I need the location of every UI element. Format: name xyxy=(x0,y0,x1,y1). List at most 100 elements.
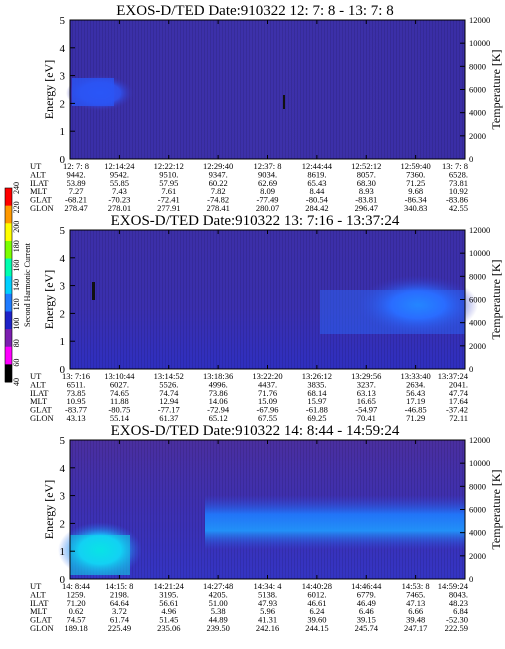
table-cell: 6027. xyxy=(110,379,129,389)
y2tick-label: 2000 xyxy=(469,341,486,351)
ylabel2: Temperature [K] xyxy=(489,259,503,339)
table-cell: 296.47 xyxy=(355,203,378,213)
table-row-label: UT xyxy=(30,581,42,591)
table-cell: 53.89 xyxy=(66,178,85,188)
colorbar: 40 60 80 100 120 140 160 180 200 220 240 Second Har… xyxy=(4,182,32,386)
table-cell: 13: 7:16 xyxy=(62,371,90,381)
table-cell: 67.55 xyxy=(258,413,277,423)
panel1-title: EXOS-D/TED Date:910322 12: 7: 8 - 13: 7:… xyxy=(116,3,393,19)
table-cell: 14:46:44 xyxy=(351,581,382,591)
table-cell: 2634. xyxy=(406,379,425,389)
panel1 xyxy=(66,19,466,160)
table-cell: 44.89 xyxy=(209,615,228,625)
table-cell: 3237. xyxy=(357,379,376,389)
ytick-label: 3 xyxy=(60,71,66,83)
table-cell: 6528. xyxy=(449,169,468,179)
y2tick-label: 8000 xyxy=(469,61,486,71)
table-cell: -83.86 xyxy=(446,195,468,205)
table-row-label: MLT xyxy=(30,186,48,196)
table-cell: 2198. xyxy=(110,589,129,599)
table-cell: 5138. xyxy=(258,589,277,599)
table-cell: 5526. xyxy=(159,379,178,389)
table-cell: 1259. xyxy=(66,589,85,599)
table-cell: 9.68 xyxy=(408,186,423,196)
table-cell: 13:37:24 xyxy=(438,371,469,381)
table-cell: 74.65 xyxy=(110,388,129,398)
colorbar-swatch xyxy=(5,364,12,383)
table-cell: 284.42 xyxy=(305,203,328,213)
table-cell: 245.74 xyxy=(355,623,379,633)
table-cell: 41.31 xyxy=(258,615,277,625)
ytick-label: 4 xyxy=(60,43,66,55)
table-cell: 73.81 xyxy=(449,178,468,188)
panel2-blob xyxy=(358,275,478,335)
table-cell: 5.38 xyxy=(211,606,226,616)
ylabel2: Temperature [K] xyxy=(489,469,503,549)
table-cell: 8619. xyxy=(307,169,326,179)
table-cell: 46.49 xyxy=(357,598,376,608)
colorbar-swatch xyxy=(5,329,12,348)
colorbar-swatch xyxy=(5,293,12,312)
ytick-label: 5 xyxy=(60,225,66,237)
table-row-label: ILAT xyxy=(30,178,49,188)
table-cell: 12:29:40 xyxy=(203,161,233,171)
table-cell: 7.61 xyxy=(161,186,176,196)
table-cell: 277.91 xyxy=(157,203,180,213)
table-cell: 65.12 xyxy=(209,413,228,423)
ytick-label: 1 xyxy=(60,336,66,348)
table-cell: -54.97 xyxy=(355,405,377,415)
table-row-label: ALT xyxy=(30,379,47,389)
colorbar-swatch xyxy=(5,276,12,295)
table-cell: 4996. xyxy=(209,379,228,389)
ytick-label: 2 xyxy=(60,518,66,530)
y2tick-label: 6000 xyxy=(469,505,486,515)
table-cell: 61.37 xyxy=(159,413,178,423)
colorbar-swatch xyxy=(5,188,12,207)
table-row-label: GLON xyxy=(30,203,54,213)
y2tick-label: 10000 xyxy=(469,248,490,258)
ylabel: Energy [eV] xyxy=(42,480,56,539)
table-cell: 14: 8:44 xyxy=(62,581,91,591)
table-cell: 13:14:52 xyxy=(154,371,184,381)
ylabel2: Temperature [K] xyxy=(489,49,503,129)
table-cell: 15.97 xyxy=(307,396,326,406)
table-cell: 189.18 xyxy=(64,623,87,633)
table-cell: 3.72 xyxy=(112,606,127,616)
table-cell: 71.29 xyxy=(406,413,425,423)
table-cell: -37.42 xyxy=(446,405,468,415)
table-cell: 68.30 xyxy=(357,178,376,188)
table-cell: 3195. xyxy=(159,589,178,599)
ylabel: Energy [eV] xyxy=(42,60,56,119)
table-row-label: MLT xyxy=(30,606,48,616)
table-cell: 73.85 xyxy=(66,388,85,398)
colorbar-tick: 140 xyxy=(12,279,21,291)
y2tick-label: 0 xyxy=(469,154,473,164)
table-cell: -70.23 xyxy=(108,195,130,205)
table-cell: 74.57 xyxy=(66,615,85,625)
ylabel: Energy [eV] xyxy=(42,270,56,329)
panel3-axes: 0 1 2 3 4 5 0 2000 4000 6000 8000 10000 12000 Energy … xyxy=(30,435,503,633)
colorbar-tick: 120 xyxy=(12,298,21,310)
table-cell: 13:22:20 xyxy=(252,371,282,381)
table-cell: -80.54 xyxy=(306,195,329,205)
panel1-axes: 0 1 2 3 4 5 0 2000 4000 6000 8000 10000 12000 Energy … xyxy=(30,15,503,213)
table-row-label: ALT xyxy=(30,589,47,599)
table-cell: -52.30 xyxy=(446,615,468,625)
table-cell: 71.20 xyxy=(66,598,85,608)
table-cell: 14:21:24 xyxy=(154,581,185,591)
ytick-label: 2 xyxy=(60,98,66,110)
ytick-label: 0 xyxy=(60,574,66,586)
colorbar-swatch xyxy=(5,346,12,365)
colorbar-swatch xyxy=(5,205,12,224)
table-row-label: GLON xyxy=(30,413,54,423)
table-cell: -61.88 xyxy=(306,405,328,415)
table-cell: 61.74 xyxy=(110,615,130,625)
table-cell: -67.96 xyxy=(257,405,279,415)
table-cell: 12:22:12 xyxy=(154,161,184,171)
y2tick-label: 4000 xyxy=(469,528,486,538)
table-cell: 13:26:12 xyxy=(302,371,332,381)
table-cell: -83.81 xyxy=(355,195,377,205)
colorbar-swatch xyxy=(5,258,12,277)
panel3 xyxy=(58,439,466,580)
table-cell: 6.84 xyxy=(453,606,469,616)
